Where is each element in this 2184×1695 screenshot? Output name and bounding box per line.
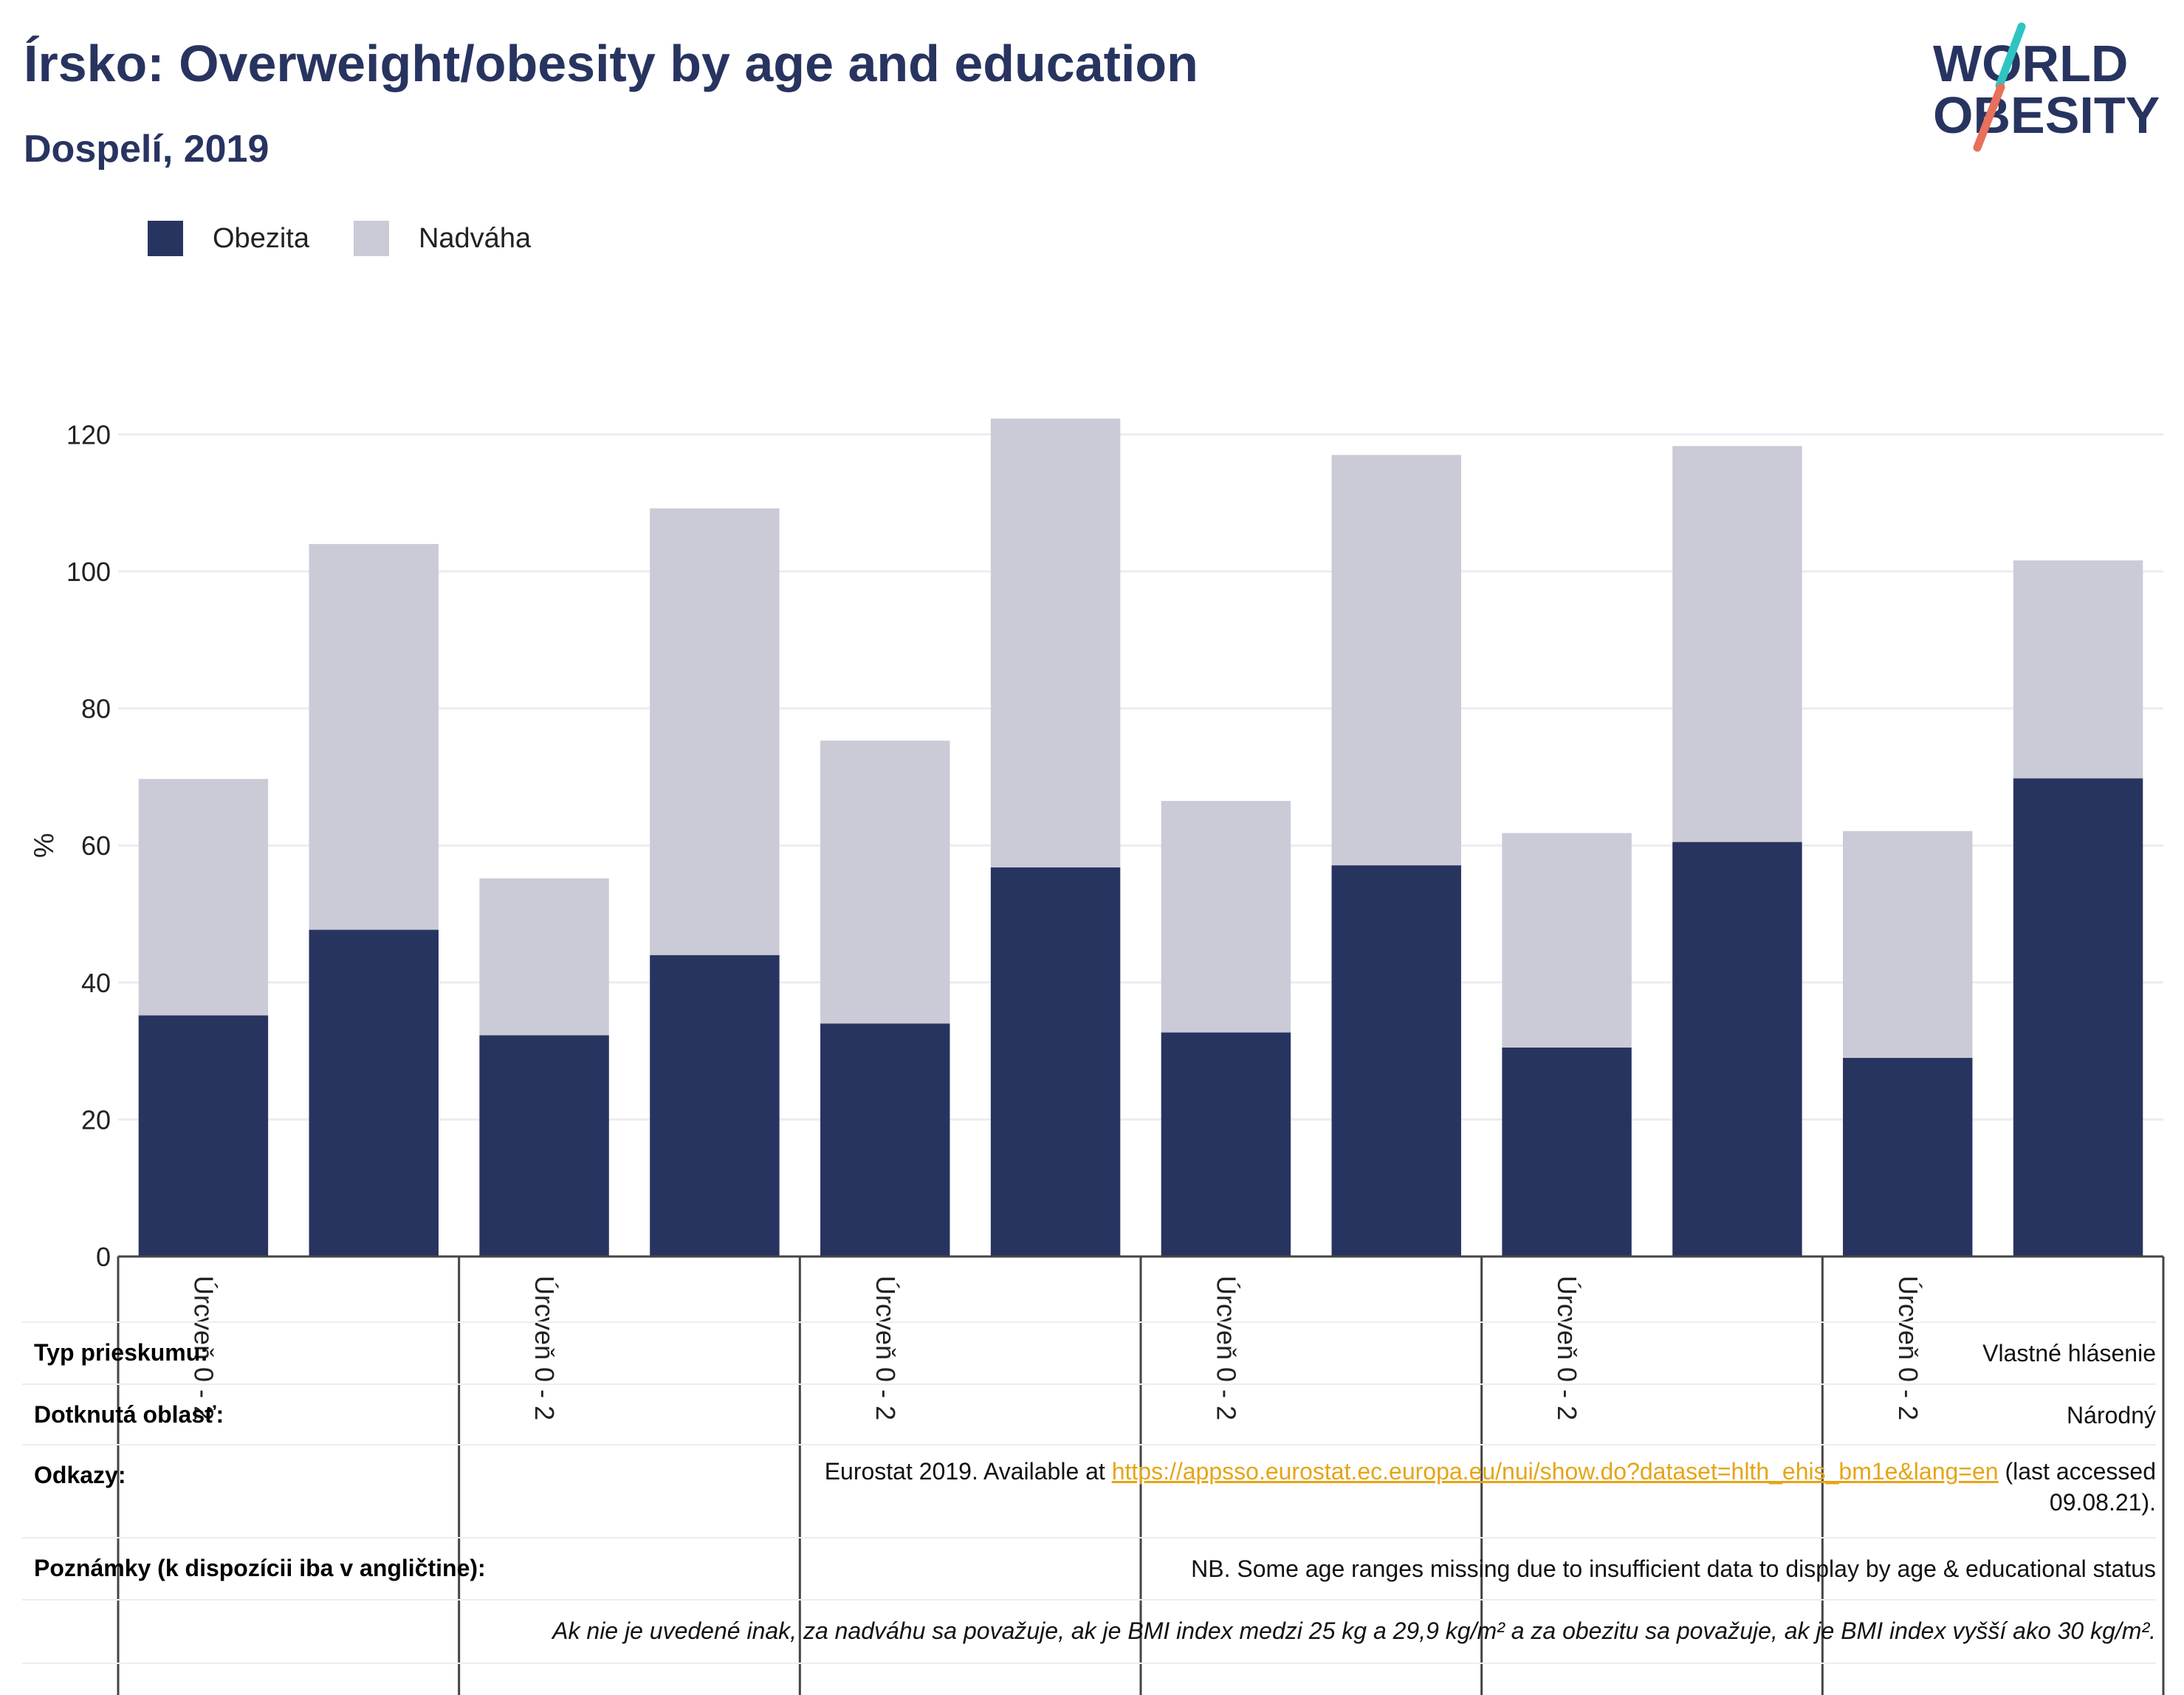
area-label: Dotknutá oblasť:	[34, 1401, 224, 1428]
y-tick-label: 60	[81, 831, 111, 861]
bar-obezita	[650, 955, 780, 1256]
bar-obezita	[820, 1023, 950, 1256]
bar-nadvaha	[1502, 833, 1632, 1048]
bar-nadvaha	[820, 740, 950, 1024]
bar-nadvaha	[479, 878, 609, 1036]
page-title: Írsko: Overweight/obesity by age and edu…	[24, 35, 1198, 92]
bar-nadvaha	[650, 508, 780, 955]
legend-label-nadvaha: Nadváha	[418, 222, 532, 254]
bar-obezita	[309, 929, 439, 1256]
bar-obezita	[479, 1035, 609, 1256]
bar-obezita	[1331, 865, 1461, 1256]
references-prefix: Eurostat 2019. Available at	[824, 1458, 1105, 1485]
logo-slash-orange	[1973, 83, 2005, 152]
x-tick-label: Úrcveň 0 - 2	[1552, 1276, 1582, 1420]
bar-obezita	[990, 867, 1121, 1256]
info-row-notes: Poznámky (k dispozícii iba v angličtine)…	[22, 1537, 2156, 1601]
info-row-definition: Ak nie je uvedené inak, za nadváhu sa po…	[22, 1599, 2156, 1664]
x-tick-label: Úrcveň 0 - 2	[529, 1276, 560, 1420]
logo-word-world: WORLD	[1933, 35, 2128, 92]
bar-nadvaha	[309, 543, 439, 930]
x-tick-label: Úrcveň 0 - 2	[1893, 1276, 1923, 1420]
references-value: Eurostat 2019. Available at https://apps…	[825, 1456, 2156, 1518]
chart-legend: Obezita Nadváha	[148, 218, 575, 259]
references-link[interactable]: https://appsso.eurostat.ec.europa.eu/nui…	[1111, 1458, 1999, 1485]
bar-nadvaha	[1843, 831, 1973, 1058]
legend-label-obezita: Obezita	[213, 222, 309, 254]
y-axis-label: %	[29, 833, 60, 858]
notes-label: Poznámky (k dispozícii iba v angličtine)…	[34, 1555, 486, 1581]
bar-nadvaha	[1161, 800, 1291, 1033]
y-tick-label: 40	[81, 968, 111, 998]
bar-nadvaha	[2013, 560, 2143, 779]
legend-swatch-obezita	[148, 221, 183, 256]
notes-value: NB. Some age ranges missing due to insuf…	[1191, 1555, 2156, 1582]
legend-swatch-nadvaha	[353, 221, 389, 256]
bar-obezita	[1502, 1047, 1632, 1256]
bar-obezita	[1161, 1032, 1291, 1256]
logo-word-obesity: OBESITY	[1933, 86, 2160, 144]
bar-obezita	[138, 1015, 269, 1256]
definition-text: Ak nie je uvedené inak, za nadváhu sa po…	[552, 1617, 2156, 1644]
world-obesity-logo: WORLD OBESITY	[1933, 22, 2160, 152]
area-value: Národný	[2067, 1402, 2156, 1428]
references-label: Odkazy:	[34, 1462, 126, 1488]
info-row-area: Dotknutá oblasť: Národný	[22, 1383, 2156, 1445]
info-row-survey-type: Typ prieskumu: Vlastné hlásenie	[22, 1321, 2156, 1385]
survey-type-value: Vlastné hlásenie	[1982, 1340, 2156, 1366]
page-subtitle: Dospelí, 2019	[24, 128, 269, 171]
bar-nadvaha	[1672, 446, 1802, 842]
legend-item-obezita[interactable]: Obezita	[148, 221, 309, 256]
bar-obezita	[1843, 1057, 1973, 1256]
y-tick-label: 100	[66, 557, 111, 587]
references-suffix: (last accessed	[2005, 1458, 2156, 1485]
legend-item-nadvaha[interactable]: Nadváha	[353, 221, 532, 256]
bar-nadvaha	[138, 779, 269, 1016]
survey-type-label: Typ prieskumu:	[34, 1339, 208, 1366]
info-table: Typ prieskumu: Vlastné hlásenie Dotknutá…	[0, 1321, 2184, 1695]
x-tick-label: Úrcveň 0 - 2	[1211, 1276, 1241, 1420]
bar-obezita	[2013, 778, 2143, 1256]
bar-nadvaha	[1331, 455, 1461, 866]
stacked-bar-chart: 0 20 40 60 80 100 120% Úrcveň 0 - 2 Úrcveň 0 - 2…	[29, 419, 2165, 1695]
bar-obezita	[1672, 842, 1802, 1256]
logo-slash-teal	[1995, 22, 2026, 90]
y-tick-label: 0	[96, 1242, 111, 1272]
bar-nadvaha	[990, 419, 1121, 867]
y-tick-label: 120	[66, 419, 111, 450]
y-tick-label: 20	[81, 1104, 111, 1135]
references-date: 09.08.21).	[2049, 1489, 2156, 1516]
info-row-references: Odkazy: Eurostat 2019. Available at http…	[22, 1444, 2156, 1538]
x-tick-label: Úrcveň 0 - 2	[870, 1276, 901, 1420]
y-tick-label: 80	[81, 694, 111, 724]
x-tick-label: Úrcveň 0 - 2	[188, 1276, 219, 1420]
